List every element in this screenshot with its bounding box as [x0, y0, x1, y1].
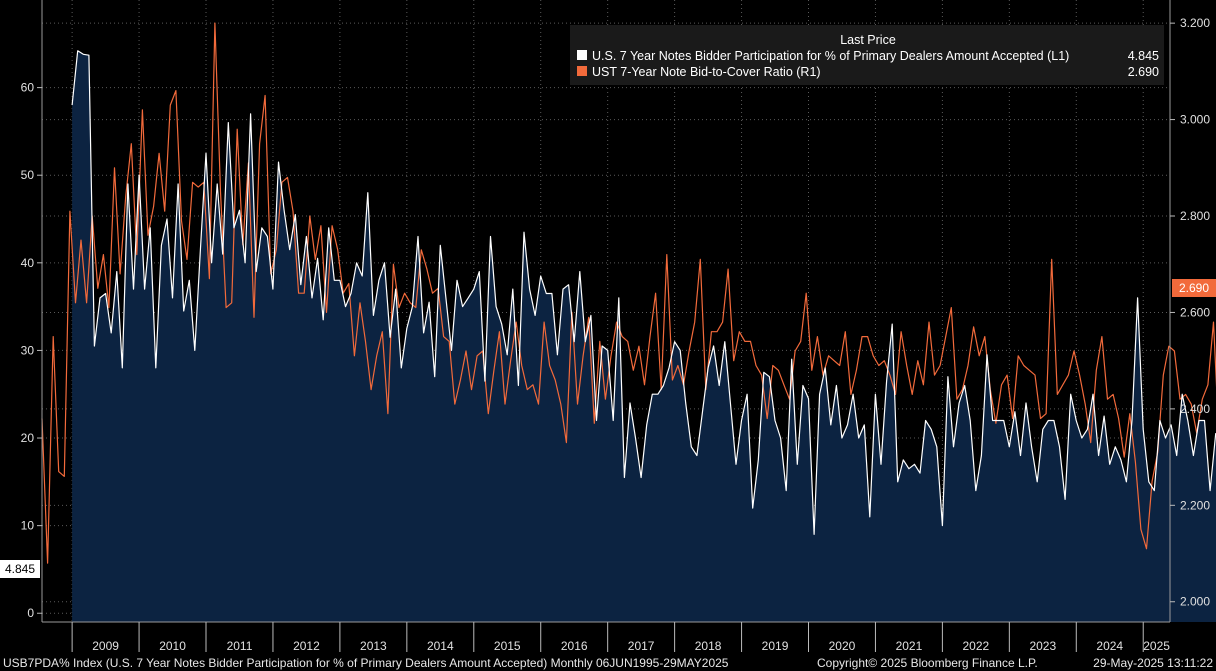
series-area-fill: [72, 50, 1216, 622]
x-tick-label: 2021: [896, 639, 923, 653]
footer-copyright: Copyright© 2025 Bloomberg Finance L.P.: [817, 656, 1038, 670]
left-last-value-box: [0, 560, 40, 578]
x-tick-label: 2022: [963, 639, 990, 653]
legend-entry-orange-label: UST 7-Year Note Bid-to-Cover Ratio (R1): [592, 65, 821, 79]
left-tick-label: 30: [21, 343, 35, 357]
left-tick-label: 40: [21, 256, 35, 270]
right-tick-label: 2.800: [1180, 209, 1210, 223]
legend-title: Last Price: [840, 33, 896, 47]
right-last-value-label: 2.690: [1179, 281, 1209, 295]
legend-box: [570, 25, 1164, 85]
footer-bar: [0, 652, 1216, 671]
area-layer: [72, 50, 1216, 622]
series-line-bidder-participation: [71, 50, 1216, 535]
x-tick-label: 2019: [762, 639, 789, 653]
x-tick-label: 2014: [427, 639, 454, 653]
right-tick-label: 3.200: [1180, 16, 1210, 30]
x-tick-label: 2011: [227, 639, 253, 653]
legend: Last Price U.S. 7 Year Notes Bidder Part…: [570, 25, 1164, 85]
orange-line-layer: [41, 22, 1216, 564]
legend-entry-white-value: 4.845: [1128, 49, 1159, 63]
x-tick-label: 2009: [92, 639, 119, 653]
x-tick-label: 2015: [494, 639, 521, 653]
left-tick-label: 60: [21, 81, 35, 95]
x-tick-label: 2016: [561, 639, 588, 653]
right-tick-label: 2.600: [1180, 305, 1210, 319]
white-line-layer: [71, 50, 1216, 535]
series-line-bid-to-cover: [41, 22, 1216, 564]
x-axis-ticks: 2009 2010 2011 2012 2013 2014 2015 2016 2017 2018…: [71, 622, 1170, 653]
legend-entry-white-label: U.S. 7 Year Notes Bidder Participation f…: [592, 49, 1069, 63]
x-tick-label: 2018: [695, 639, 722, 653]
x-tick-label: 2010: [159, 639, 186, 653]
left-tick-label: 50: [21, 168, 35, 182]
x-tick-label: 2017: [628, 639, 655, 653]
x-tick-label: 2013: [360, 639, 387, 653]
left-axis-ticks: 0 10 20 30 40 50 60: [21, 81, 42, 620]
footer-description: USB7PDA% Index (U.S. 7 Year Notes Bidder…: [3, 656, 729, 670]
x-tick-label: 2020: [829, 639, 856, 653]
left-tick-label: 10: [21, 519, 35, 533]
right-axis-ticks: 2.000 2.200 2.400 2.600 2.800 3.000 3.200: [1170, 16, 1210, 609]
x-tick-label: 2012: [293, 639, 320, 653]
right-tick-label: 2.200: [1180, 498, 1210, 512]
left-last-value-tag: 4.845: [0, 560, 40, 578]
right-last-value-tag: 2.690: [1172, 279, 1216, 297]
footer-timestamp: 29-May-2025 13:11:22: [1093, 656, 1213, 670]
legend-entry-orange-value: 2.690: [1128, 65, 1159, 79]
legend-swatch-white: [577, 50, 587, 60]
left-tick-label: 20: [21, 431, 35, 445]
left-last-value-label: 4.845: [5, 562, 35, 576]
right-tick-label: 2.400: [1180, 402, 1210, 416]
right-tick-label: 2.000: [1180, 595, 1210, 609]
left-tick-label: 0: [27, 606, 34, 620]
x-tick-label: 2025: [1143, 639, 1170, 653]
x-tick-label: 2023: [1029, 639, 1056, 653]
right-tick-label: 3.000: [1180, 113, 1210, 127]
legend-swatch-orange: [577, 66, 587, 76]
right-last-value-box: [1172, 279, 1216, 297]
x-tick-label: 2024: [1096, 639, 1123, 653]
